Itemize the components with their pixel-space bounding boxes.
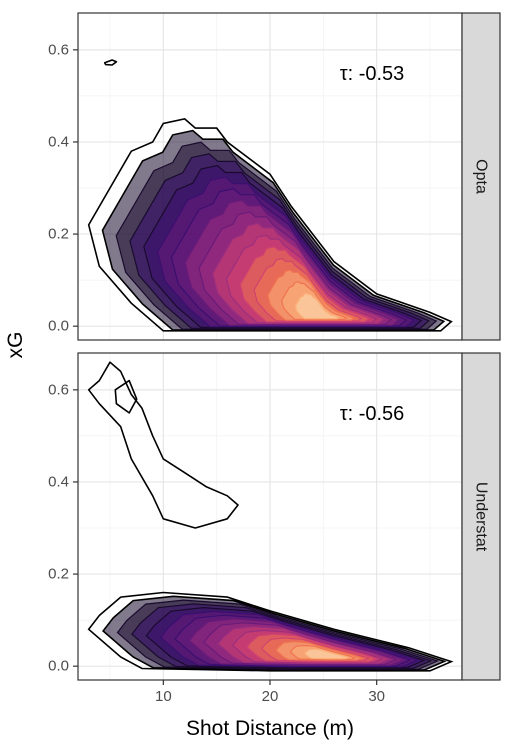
y-tick-label: 0.0	[48, 658, 69, 675]
y-tick-label: 0.6	[48, 41, 69, 58]
y-tick-label: 0.4	[48, 133, 69, 150]
x-tick-label: 20	[262, 688, 279, 705]
contour-line-isolated	[103, 59, 118, 66]
x-tick-label: 10	[155, 688, 172, 705]
density-contours	[87, 59, 453, 332]
panels-layer: Opta τ: -0.53 0.0 0.2 0.4 0.6 Understat τ: -0.5…	[48, 12, 501, 681]
y-axis-title: xG	[4, 332, 27, 359]
tau-annotation: τ: -0.56	[340, 403, 405, 425]
y-tick-label: 0.2	[48, 226, 69, 243]
density-contours	[87, 361, 454, 672]
facet-strip	[461, 12, 501, 341]
contour-line	[87, 591, 454, 672]
contour-line	[294, 292, 340, 320]
y-tick-label: 0.0	[48, 318, 69, 335]
x-axis-title: Shot Distance (m)	[186, 717, 354, 740]
contour-line-isolated	[87, 361, 239, 529]
y-tick-label: 0.4	[48, 473, 69, 490]
facet-strip	[461, 352, 501, 681]
tau-annotation: τ: -0.53	[340, 63, 405, 85]
contour-line	[304, 648, 350, 660]
x-axis: 10 20 30	[155, 680, 385, 705]
contour-line-isolated	[114, 379, 138, 414]
facet-strip-label: Opta	[473, 159, 490, 194]
facet-panel-opta: Opta τ: -0.53 0.0 0.2 0.4 0.6	[48, 12, 501, 341]
x-tick-label: 30	[368, 688, 385, 705]
contour-line	[87, 118, 453, 332]
facet-strip-label: Understat	[473, 482, 490, 552]
facet-panel-understat: Understat τ: -0.56 0.0 0.2 0.4 0.6	[48, 352, 501, 681]
y-tick-label: 0.6	[48, 381, 69, 398]
y-tick-label: 0.2	[48, 566, 69, 583]
